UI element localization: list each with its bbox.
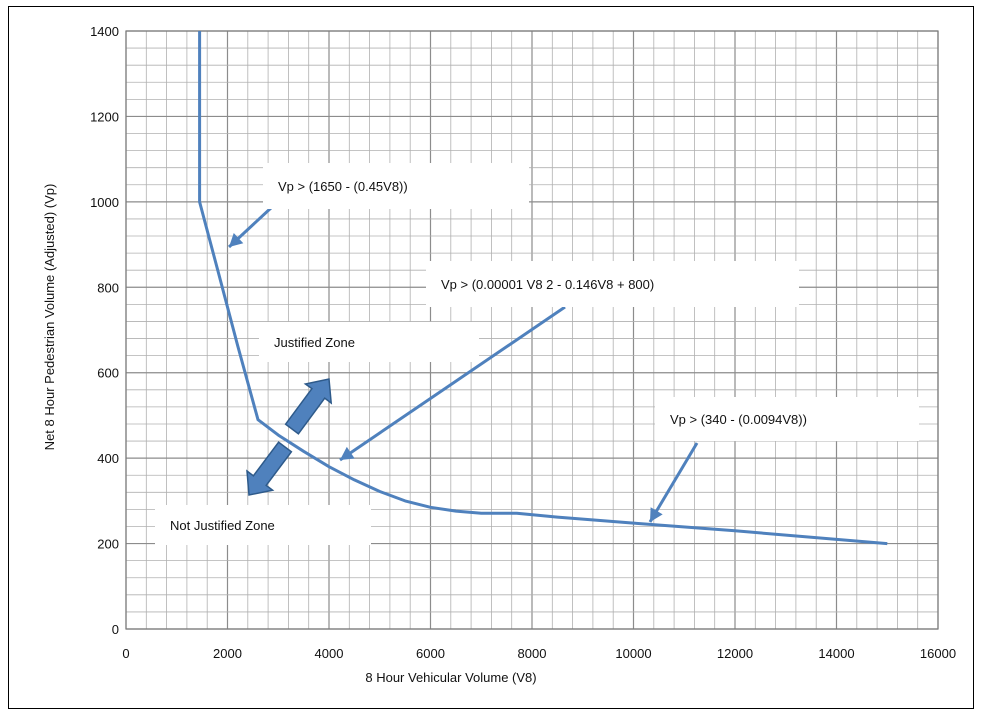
plot-area-border — [125, 30, 939, 630]
not-justified-zone-arrow — [246, 441, 293, 496]
y-tick-label: 600 — [97, 366, 119, 381]
callout-not-justified-zone-text: Not Justified Zone — [170, 518, 275, 533]
chart-frame: 0 2000 4000 6000 8000 10000 12000 14000 16000 0 20… — [8, 6, 974, 709]
tick-labels: 0 2000 4000 6000 8000 10000 12000 14000 16000 0 20… — [90, 24, 956, 661]
x-tick-label: 8000 — [518, 646, 547, 661]
callout-justified-zone: Justified Zone — [259, 322, 479, 362]
callout-justified-zone-text: Justified Zone — [274, 335, 355, 350]
x-tick-label: 16000 — [920, 646, 956, 661]
callout-eq1-box — [263, 163, 529, 209]
y-tick-label: 1400 — [90, 24, 119, 39]
y-tick-label: 200 — [97, 537, 119, 552]
x-tick-label: 12000 — [717, 646, 753, 661]
callout-eq3: Vp > (340 - (0.0094V8)) — [655, 397, 919, 441]
arrow-eq3 — [648, 442, 699, 523]
x-tick-label: 0 — [122, 646, 129, 661]
y-tick-label: 0 — [112, 622, 119, 637]
y-axis-label: Net 8 Hour Pedestrian Volume (Adjusted) … — [42, 184, 57, 451]
callout-eq2: Vp > (0.00001 V8 2 - 0.146V8 + 800) — [426, 261, 799, 307]
callout-eq2-box — [426, 261, 799, 307]
x-tick-label: 14000 — [818, 646, 854, 661]
x-axis-label: 8 Hour Vehicular Volume (V8) — [365, 670, 536, 685]
callouts: Vp > (1650 - (0.45V8)) Vp > (0.00001 V8 2… — [155, 163, 919, 545]
arrow-eq2 — [339, 305, 566, 462]
chart-svg: 0 2000 4000 6000 8000 10000 12000 14000 16000 0 20… — [42, 24, 956, 685]
arrow-eq2-head — [340, 446, 355, 460]
callout-arrows — [227, 205, 699, 523]
y-tick-label: 800 — [97, 280, 119, 295]
x-tick-label: 4000 — [315, 646, 344, 661]
justified-zone-arrow — [284, 378, 333, 435]
x-tick-label: 2000 — [213, 646, 242, 661]
arrow-eq3-head — [650, 507, 663, 522]
arrow-eq1-head — [229, 233, 244, 247]
y-tick-label: 1000 — [90, 195, 119, 210]
series-line — [198, 31, 888, 546]
x-tick-label: 6000 — [416, 646, 445, 661]
callout-eq3-box — [655, 397, 919, 441]
callout-justified-zone-box — [259, 322, 479, 362]
x-tick-label: 10000 — [615, 646, 651, 661]
callout-not-justified-zone: Not Justified Zone — [155, 505, 371, 545]
callout-eq1: Vp > (1650 - (0.45V8)) — [263, 163, 529, 209]
y-tick-label: 1200 — [90, 109, 119, 124]
callout-eq1-text: Vp > (1650 - (0.45V8)) — [278, 179, 408, 194]
callout-eq3-text: Vp > (340 - (0.0094V8)) — [670, 412, 807, 427]
y-tick-label: 400 — [97, 451, 119, 466]
callout-eq2-text: Vp > (0.00001 V8 2 - 0.146V8 + 800) — [441, 277, 654, 292]
callout-not-justified-zone-box — [155, 505, 371, 545]
